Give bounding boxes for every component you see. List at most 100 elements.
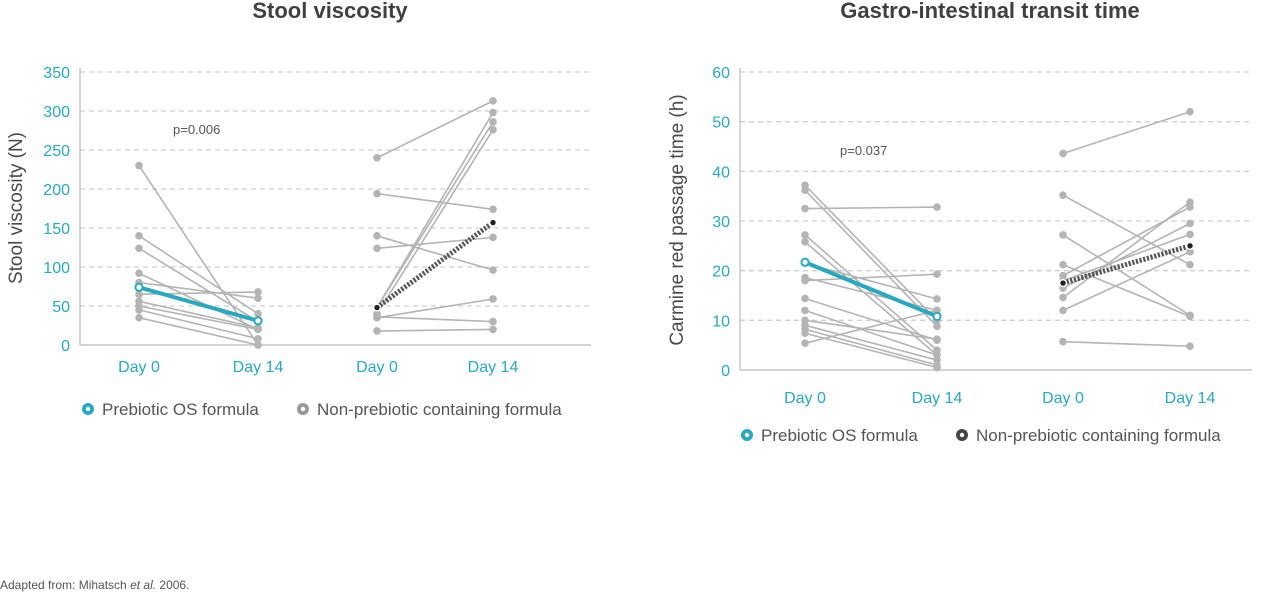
- data-point: [135, 244, 143, 253]
- y-tick-label: 250: [43, 143, 70, 160]
- x-tick-label: Day 14: [1165, 390, 1216, 407]
- y-tick-label: 150: [43, 221, 70, 238]
- individual-series-line: [376, 121, 494, 308]
- y-tick-label: 40: [712, 164, 730, 181]
- data-point: [801, 339, 809, 347]
- x-tick-label: Day 0: [118, 359, 160, 376]
- data-point: [373, 327, 381, 335]
- data-point: [373, 232, 381, 240]
- legend-marker-center: [744, 432, 750, 438]
- data-point: [801, 294, 809, 303]
- prebiotic-mean-point: [932, 311, 942, 321]
- individual-series-line: [1062, 234, 1191, 317]
- y-tick-label: 0: [61, 338, 70, 355]
- p-value-annotation: p=0.006: [173, 122, 220, 137]
- source-em: et al.: [130, 578, 157, 592]
- data-point: [933, 295, 941, 303]
- data-point: [254, 334, 262, 343]
- y-tick-label: 100: [43, 260, 70, 277]
- prebiotic-mean-line: [138, 285, 259, 323]
- data-point: [1186, 107, 1194, 116]
- source-suffix: 2006.: [156, 578, 190, 592]
- x-tick-label: Day 0: [1042, 390, 1084, 407]
- prebiotic-mean-point: [800, 257, 810, 267]
- data-point: [1059, 149, 1067, 158]
- individual-series-line: [138, 305, 259, 331]
- data-point: [1186, 198, 1194, 206]
- individual-series-line: [1062, 201, 1191, 299]
- individual-series-line: [804, 273, 938, 282]
- individual-series-line: [138, 235, 259, 315]
- data-point: [135, 306, 143, 314]
- individual-series-line: [1062, 233, 1191, 282]
- y-tick-label: 10: [712, 313, 730, 330]
- individual-series-line: [376, 100, 494, 159]
- data-point: [373, 244, 381, 253]
- individual-series-line: [1062, 222, 1191, 289]
- data-point: [254, 288, 262, 296]
- individual-series-line: [1062, 340, 1191, 347]
- data-point: [801, 306, 809, 315]
- data-point: [1186, 219, 1194, 228]
- chart-1: Stool viscosity 0 50 100 150 200 250 300 350 Stoo…: [6, 0, 591, 419]
- control-mean-point: [1185, 241, 1195, 250]
- data-point: [489, 97, 497, 105]
- y-axis-label: Stool viscosity (N): [6, 132, 27, 284]
- data-point: [373, 154, 381, 162]
- individual-series-line: [376, 192, 494, 211]
- p-value-annotation: p=0.037: [840, 143, 887, 158]
- legend-marker-center: [959, 432, 965, 438]
- legend-label: Prebiotic OS formula: [761, 426, 918, 445]
- data-point: [933, 270, 941, 278]
- data-point: [933, 322, 941, 331]
- individual-series-line: [138, 300, 259, 329]
- individual-series-line: [804, 206, 938, 210]
- data-point: [135, 290, 143, 299]
- y-tick-label: 200: [43, 182, 70, 199]
- data-point: [1059, 231, 1067, 239]
- data-point: [254, 325, 262, 334]
- data-point: [1186, 312, 1194, 321]
- data-point: [1059, 260, 1067, 269]
- y-tick-label: 350: [43, 65, 70, 82]
- data-point: [489, 266, 497, 274]
- legend-marker-center: [300, 406, 306, 412]
- data-point: [1059, 306, 1067, 315]
- individual-series-line: [376, 129, 494, 315]
- y-axis-label: Carmine red passage time (h): [667, 94, 688, 345]
- data-point: [1059, 191, 1067, 199]
- data-point: [489, 125, 497, 134]
- control-mean-point: [1058, 278, 1068, 288]
- y-tick-label: 20: [712, 264, 730, 281]
- data-point: [1186, 260, 1194, 269]
- data-point: [801, 276, 809, 285]
- data-point: [373, 189, 381, 198]
- y-tick-label: 60: [712, 65, 730, 82]
- data-point: [933, 203, 941, 211]
- prebiotic-mean-line: [804, 260, 938, 319]
- control-mean-point: [372, 303, 382, 312]
- chart-title: Stool viscosity: [252, 0, 408, 23]
- y-tick-label: 50: [52, 299, 70, 316]
- data-point: [1186, 230, 1194, 239]
- individual-series-line: [804, 319, 938, 340]
- source-prefix: Adapted from: Mihatsch: [0, 578, 131, 592]
- individual-series-line: [376, 112, 494, 308]
- data-point: [489, 233, 497, 242]
- data-point: [933, 335, 941, 344]
- individual-series-line: [138, 309, 259, 340]
- legend-marker-center: [85, 406, 91, 412]
- prebiotic-mean-point: [253, 316, 263, 326]
- individual-series-line: [376, 328, 494, 332]
- data-point: [254, 310, 262, 318]
- x-tick-label: Day 0: [784, 390, 826, 407]
- individual-series-line: [376, 236, 494, 250]
- individual-series-line: [804, 234, 938, 351]
- data-point: [489, 108, 497, 117]
- individual-series-line: [804, 324, 938, 361]
- individual-series-line: [138, 247, 259, 323]
- control-mean-line: [375, 220, 495, 310]
- data-point: [933, 363, 941, 372]
- y-tick-label: 50: [712, 115, 730, 132]
